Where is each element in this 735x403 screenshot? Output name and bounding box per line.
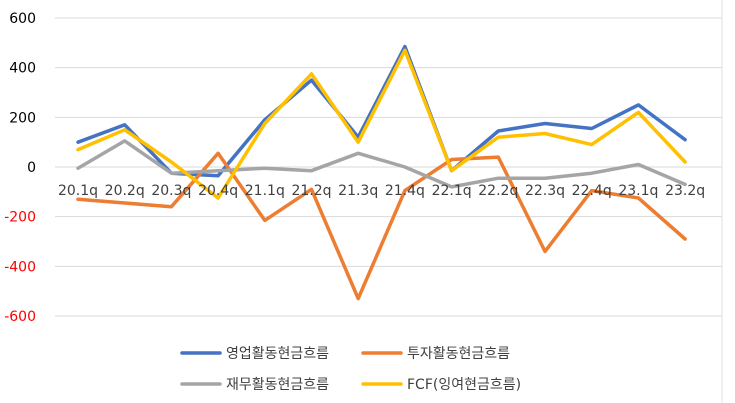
x-axis-ticks: 20.1q 20.2q 20.3q 20.4q 21.1q 21.2q 21.3q 21.4q…	[58, 183, 705, 199]
x-tick-label: 20.4q	[198, 183, 238, 199]
series-line-2	[76, 139, 687, 189]
legend-label: FCF(잉여현금흐름)	[407, 377, 521, 393]
y-tick-label: -600	[4, 309, 36, 325]
x-tick-label: 22.3q	[525, 183, 565, 199]
series-line-1	[76, 151, 687, 301]
x-tick-label: 20.3q	[151, 183, 191, 199]
legend-label: 재무활동현금흐름	[226, 377, 329, 393]
x-tick-label: 23.2q	[665, 183, 705, 199]
x-tick-label: 22.4q	[572, 183, 612, 199]
x-tick-label: 22.2q	[478, 183, 518, 199]
x-tick-label: 21.4q	[385, 183, 425, 199]
series-lines	[76, 44, 687, 301]
y-tick-label: 200	[9, 110, 36, 126]
x-tick-label: 21.2q	[291, 183, 331, 199]
x-tick-label: 20.1q	[58, 183, 98, 199]
series-line-0	[76, 44, 687, 178]
x-tick-label: 22.1q	[432, 183, 472, 199]
x-tick-label: 23.1q	[618, 183, 658, 199]
legend-label: 투자활동현금흐름	[407, 346, 510, 362]
series-line-3	[76, 48, 687, 200]
y-tick-label: -400	[4, 259, 36, 275]
y-tick-label: 0	[27, 160, 36, 176]
y-axis-ticks: 600 400 200 0 -200 -400 -600	[4, 11, 36, 325]
y-tick-label: 400	[9, 61, 36, 77]
x-tick-label: 20.2q	[105, 183, 145, 199]
legend-label: 영업활동현금흐름	[226, 346, 329, 362]
y-tick-label: -200	[4, 210, 36, 226]
x-tick-label: 21.3q	[338, 183, 378, 199]
x-tick-label: 21.1q	[245, 183, 285, 199]
y-tick-label: 600	[9, 11, 36, 27]
